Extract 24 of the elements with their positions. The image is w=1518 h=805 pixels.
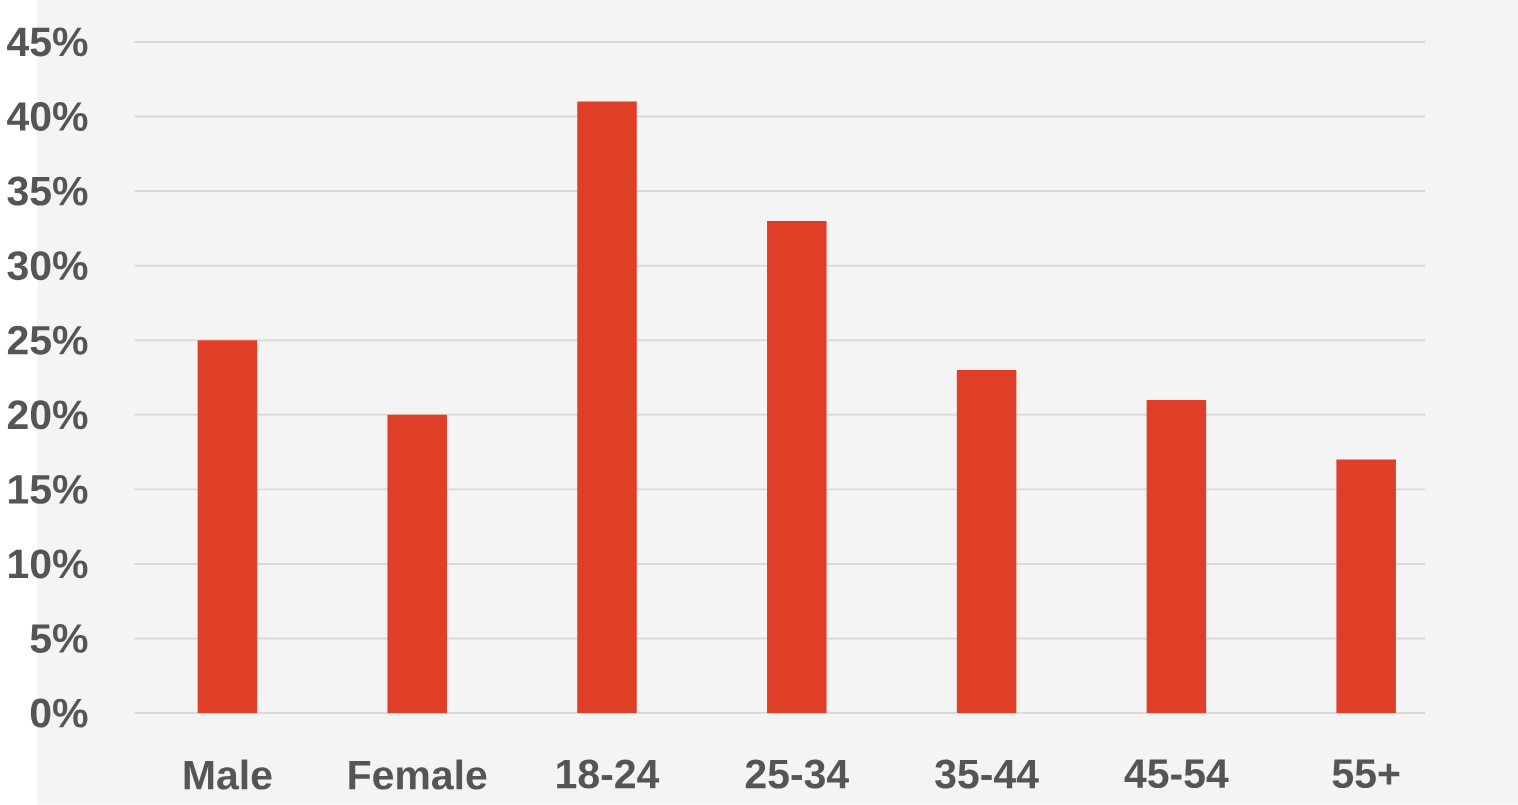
x-tick-label: 55+ xyxy=(1332,759,1400,789)
y-tick-label: 0% xyxy=(30,698,88,728)
y-tick-label: 35% xyxy=(7,176,88,206)
y-tick-label: 30% xyxy=(7,251,88,281)
bar xyxy=(197,340,258,714)
bar xyxy=(387,414,447,714)
y-tick-label: 45% xyxy=(7,27,88,57)
x-tick-label: 25-34 xyxy=(745,759,849,789)
bar xyxy=(1146,400,1207,714)
y-tick-label: 10% xyxy=(9,549,88,579)
y-tick-label: 25% xyxy=(7,325,88,355)
y-tick-label: 40% xyxy=(7,102,88,132)
x-tick-label: Female xyxy=(349,759,487,790)
y-tick-label: 5% xyxy=(30,624,88,654)
x-tick-label: 35-44 xyxy=(935,759,1039,789)
y-tick-label: 20% xyxy=(7,400,88,430)
bar xyxy=(577,101,637,714)
x-tick-label: Male xyxy=(184,759,272,790)
bar xyxy=(1336,459,1396,714)
x-tick-label: 45-54 xyxy=(1124,759,1229,789)
y-tick-label: 15% xyxy=(9,475,88,504)
bar xyxy=(956,370,1017,714)
bar xyxy=(767,221,827,714)
x-tick-label: 18-24 xyxy=(557,759,660,789)
